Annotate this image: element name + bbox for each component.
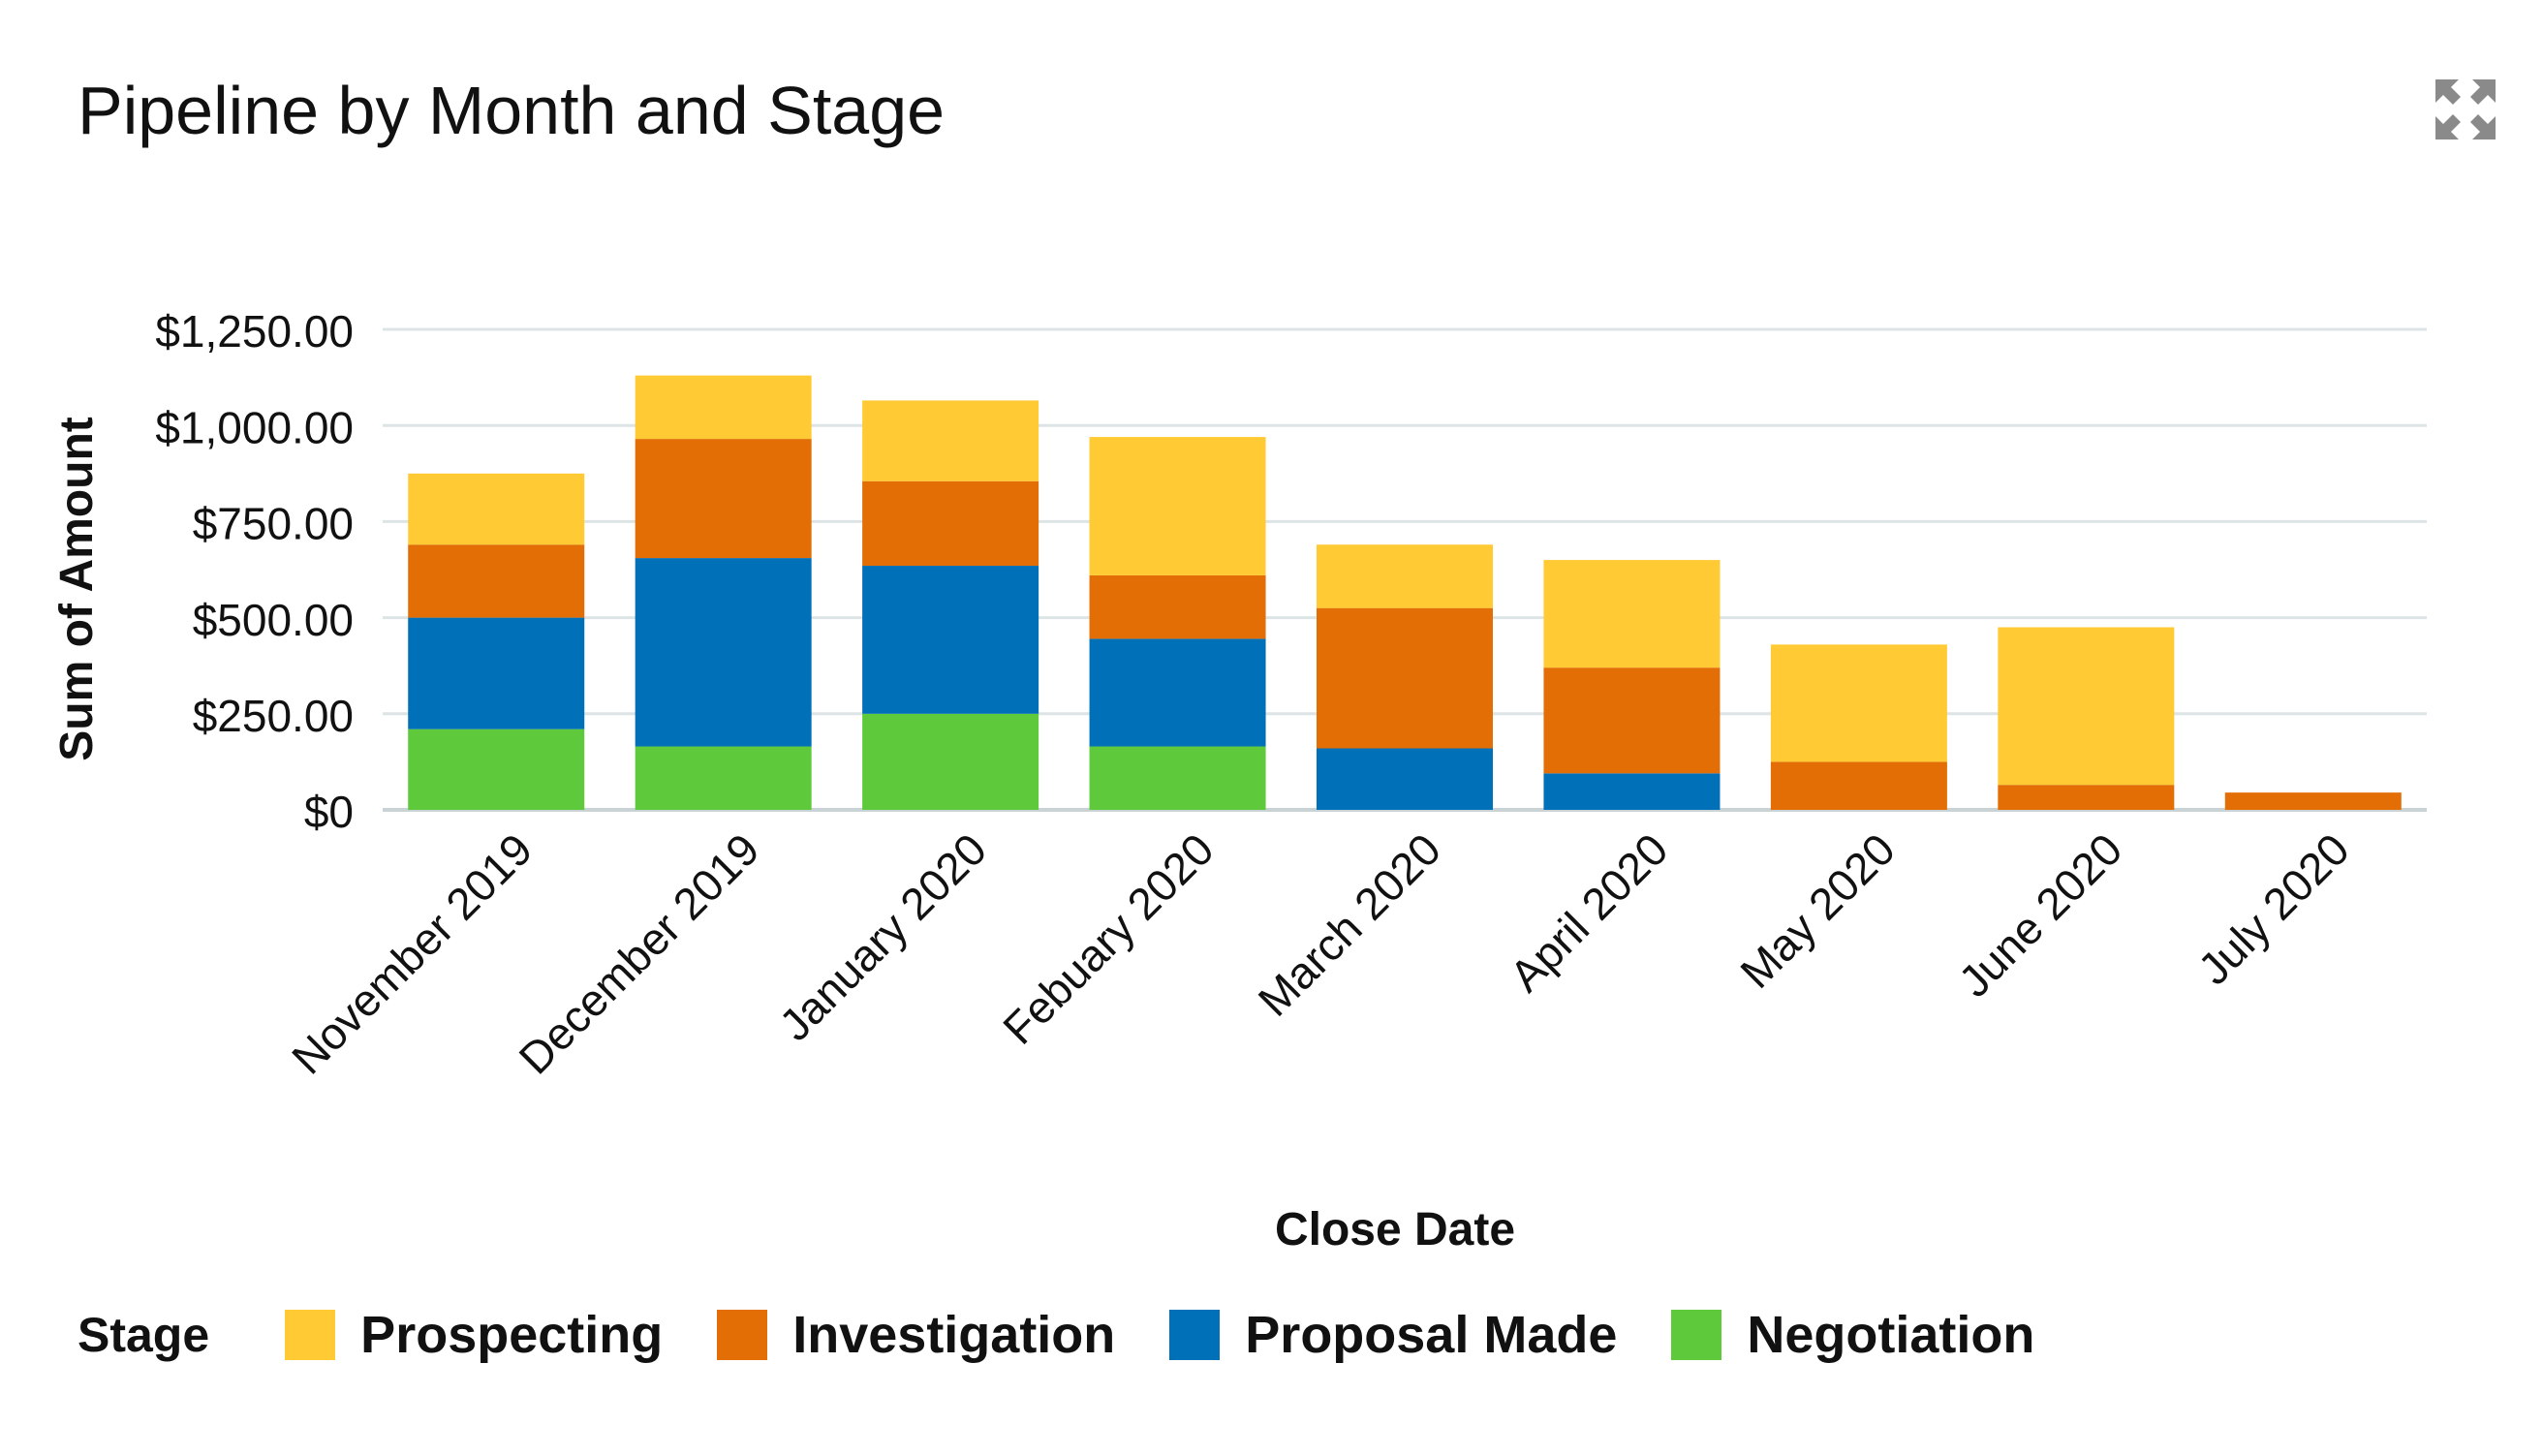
legend-swatch bbox=[1671, 1310, 1722, 1360]
legend-label: Proposal Made bbox=[1245, 1306, 1618, 1364]
legend-label: Investigation bbox=[792, 1306, 1116, 1364]
bar-segment-prospecting[interactable] bbox=[635, 375, 812, 440]
bar-segment-investigation[interactable] bbox=[1317, 607, 1493, 749]
y-tick-label: $1,250.00 bbox=[155, 306, 354, 356]
x-tick-label: December 2019 bbox=[510, 823, 769, 1083]
bar-segment-proposal-made[interactable] bbox=[1089, 638, 1266, 747]
y-tick-label: $0 bbox=[304, 787, 354, 837]
x-tick-label: April 2020 bbox=[1500, 823, 1677, 1001]
x-tick-label: May 2020 bbox=[1730, 823, 1905, 998]
legend-swatch bbox=[1169, 1310, 1221, 1360]
y-tick-label: $500.00 bbox=[193, 595, 354, 645]
y-tick-label: $250.00 bbox=[193, 691, 354, 741]
expand-icon[interactable] bbox=[2434, 77, 2497, 141]
bar-segment-negotiation[interactable] bbox=[635, 746, 812, 810]
bar-segment-prospecting[interactable] bbox=[1998, 627, 2175, 786]
legend-item-investigation[interactable]: Investigation bbox=[717, 1305, 1115, 1365]
bar-segment-proposal-made[interactable] bbox=[1543, 773, 1721, 810]
bar-segment-prospecting[interactable] bbox=[408, 473, 585, 545]
bar-segment-prospecting[interactable] bbox=[1089, 437, 1266, 575]
bar-segment-negotiation[interactable] bbox=[1089, 746, 1266, 810]
chart-plot: $0 $250.00 $500.00 $750.00 $1,000.00 $1,250.0… bbox=[51, 306, 2427, 1255]
y-axis-label: Sum of Amount bbox=[51, 417, 103, 761]
legend-swatch bbox=[285, 1310, 336, 1360]
legend-label: Negotiation bbox=[1747, 1306, 2035, 1364]
bar-segment-investigation[interactable] bbox=[408, 544, 585, 618]
x-tick-label: January 2020 bbox=[769, 823, 996, 1050]
x-tick-label: June 2020 bbox=[1949, 823, 2132, 1007]
legend-item-proposal-made[interactable]: Proposal Made bbox=[1169, 1305, 1617, 1365]
bar-segment-prospecting[interactable] bbox=[1770, 644, 1947, 762]
y-tick-label: $750.00 bbox=[193, 499, 354, 549]
bar-segment-investigation[interactable] bbox=[1089, 574, 1266, 639]
x-tick-label: March 2020 bbox=[1249, 823, 1451, 1026]
bar-segment-proposal-made[interactable] bbox=[862, 566, 1039, 714]
bar-segment-investigation[interactable] bbox=[862, 480, 1039, 567]
y-axis-ticks: $0 $250.00 $500.00 $750.00 $1,000.00 $1,250.0… bbox=[155, 306, 354, 837]
bar-segment-negotiation[interactable] bbox=[408, 728, 585, 810]
legend-item-prospecting[interactable]: Prospecting bbox=[285, 1305, 663, 1365]
chart-title: Pipeline by Month and Stage bbox=[78, 73, 946, 148]
bar-segment-investigation[interactable] bbox=[635, 439, 812, 559]
legend-item-negotiation[interactable]: Negotiation bbox=[1671, 1305, 2034, 1365]
bars bbox=[408, 375, 2402, 810]
bar-segment-investigation[interactable] bbox=[1770, 761, 1947, 810]
x-tick-label: November 2019 bbox=[282, 823, 542, 1083]
x-tick-label: July 2020 bbox=[2188, 823, 2359, 994]
legend-label: Prospecting bbox=[360, 1306, 664, 1364]
legend: Stage Prospecting Investigation Proposal… bbox=[78, 1296, 2089, 1374]
bar-segment-proposal-made[interactable] bbox=[635, 558, 812, 747]
x-tick-label: Febuary 2020 bbox=[993, 823, 1223, 1053]
bar-segment-investigation[interactable] bbox=[2224, 792, 2402, 810]
bar-segment-proposal-made[interactable] bbox=[1317, 748, 1493, 810]
bar-segment-investigation[interactable] bbox=[1998, 785, 2175, 810]
bar-segment-investigation[interactable] bbox=[1543, 667, 1721, 774]
bar-segment-negotiation[interactable] bbox=[862, 713, 1039, 810]
legend-title: Stage bbox=[78, 1308, 210, 1362]
bar-segment-proposal-made[interactable] bbox=[408, 617, 585, 729]
legend-swatch bbox=[717, 1310, 768, 1360]
bar-segment-prospecting[interactable] bbox=[862, 400, 1039, 481]
y-tick-label: $1,000.00 bbox=[155, 402, 354, 452]
bar-segment-prospecting[interactable] bbox=[1317, 544, 1493, 608]
bar-segment-prospecting[interactable] bbox=[1543, 560, 1721, 668]
x-axis-label: Close Date bbox=[1275, 1204, 1515, 1255]
